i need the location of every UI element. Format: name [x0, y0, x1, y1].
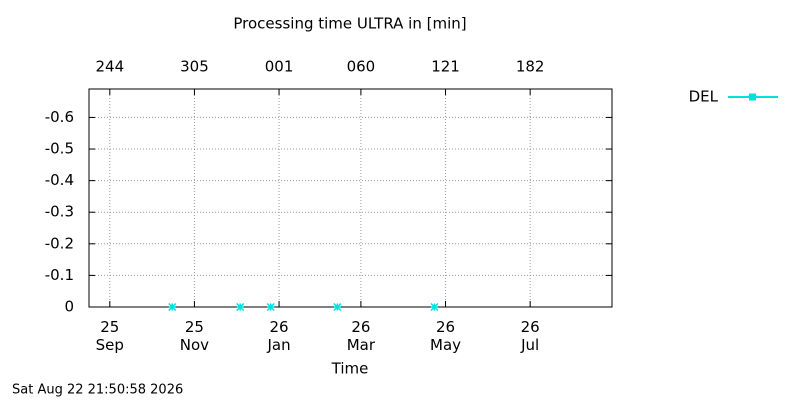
chart-title: Processing time ULTRA in [min] [233, 15, 466, 33]
x2-tick-label: 244 [95, 58, 124, 76]
x-tick-label: 26 Jan [266, 318, 290, 354]
x2-tick-label: 121 [431, 58, 460, 76]
x-tick-label: 26 Mar [347, 318, 376, 354]
data-point [168, 302, 177, 312]
x2-tick-label: 060 [347, 58, 376, 76]
y-tick-label: -0.6 [45, 108, 74, 126]
y-tick-label: -0.5 [45, 140, 74, 158]
data-point [236, 302, 245, 312]
timestamp: Sat Aug 22 21:50:58 2026 [12, 383, 183, 398]
y-tick-label: -0.2 [45, 234, 74, 252]
plot-frame [88, 88, 613, 308]
y-tick-label: 0 [64, 298, 74, 316]
x2-tick-label: 305 [180, 58, 209, 76]
data-point [430, 302, 439, 312]
x-tick-label: 25 Sep [96, 318, 124, 354]
x-axis-label: Time [331, 360, 369, 378]
data-point [266, 302, 275, 312]
x-tick-label: 26 May [430, 318, 461, 354]
y-tick-label: -0.3 [45, 203, 74, 221]
x-tick-label: 25 Nov [180, 318, 209, 354]
x-tick-label: 26 Jul [520, 318, 540, 354]
y-tick-label: -0.1 [45, 266, 74, 284]
legend-label: DEL [689, 88, 719, 106]
x2-tick-label: 001 [265, 58, 294, 76]
data-point [333, 302, 342, 312]
legend-marker [749, 93, 756, 101]
x2-tick-label: 182 [516, 58, 545, 76]
y-tick-label: -0.4 [45, 171, 74, 189]
